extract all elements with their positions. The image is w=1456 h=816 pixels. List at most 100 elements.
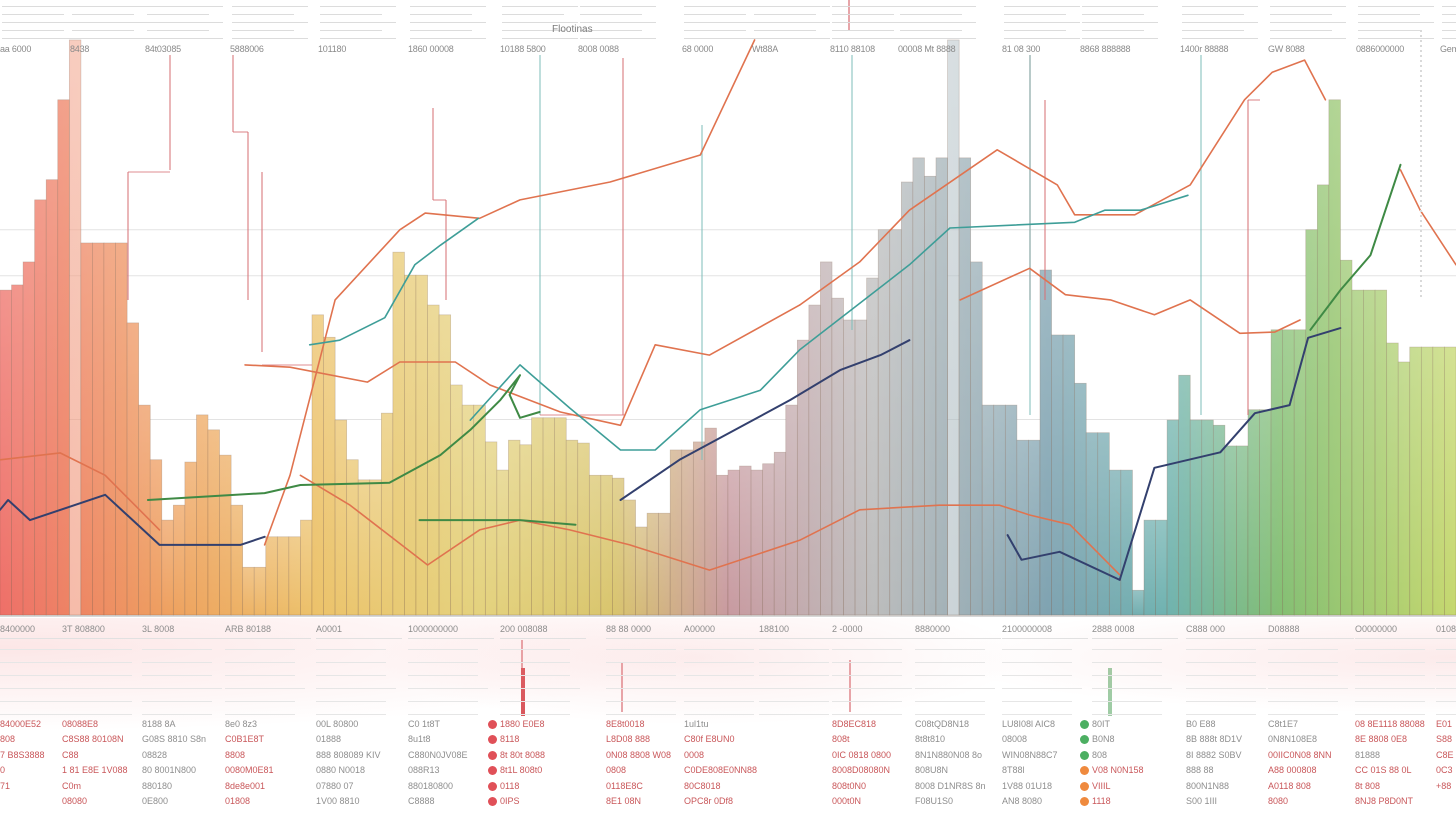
legend-row-text: C8888 <box>408 796 435 807</box>
bar-highlight <box>878 229 890 615</box>
top-mini-table <box>1182 0 1260 42</box>
top-mini-table <box>147 0 225 42</box>
legend-mini-grid <box>1436 639 1456 717</box>
top-mini-table <box>1082 0 1160 42</box>
legend-row: 880180 <box>142 779 228 794</box>
legend-row: C0 1t8T <box>408 717 494 732</box>
legend-row-text: 888 808089 KIV <box>316 749 381 760</box>
legend-row: 08 8E1118 88088 <box>1355 717 1441 732</box>
legend-row: 1880 E0E8 <box>488 717 586 732</box>
legend-row: 0808 <box>606 763 692 778</box>
legend-row: C8888 <box>408 794 494 809</box>
legend-row-text: 0IPS <box>500 796 520 807</box>
bar-highlight <box>323 337 336 615</box>
legend-column-heading: 3T 808800 <box>62 624 148 639</box>
bar-highlight <box>208 429 220 615</box>
top-mini-table <box>580 0 658 42</box>
legend-row-text: C0 1t8T <box>408 719 441 729</box>
line-green <box>146 374 541 501</box>
legend-column-heading: 2100000008 <box>1002 624 1088 639</box>
legend-row-text: 000t0N <box>832 796 862 807</box>
legend-row: 8t 80t 8088 <box>488 748 586 763</box>
legend-row: 0N08 8808 W08 <box>606 748 692 763</box>
legend-row-text: 808t0N0 <box>832 780 867 791</box>
legend-row-text: 8N1N880N08 8o <box>915 749 983 760</box>
legend-row-text: L8D08 888 <box>606 734 651 745</box>
legend-row-text: C8S88 80108N <box>62 734 124 745</box>
bar-highlight <box>358 479 370 615</box>
bar-highlight <box>416 275 428 615</box>
bar-highlight <box>1432 347 1445 615</box>
bar-highlight <box>1144 520 1156 615</box>
legend-row-text: 08088E8 <box>62 719 99 729</box>
line-orange-top <box>263 39 756 546</box>
legend-row-text: 888 88 <box>1186 765 1214 776</box>
top-column-label: 0886000000 <box>1356 44 1405 54</box>
legend-row: 8008D08080N <box>832 763 918 778</box>
legend-row: 8E 8808 0E8 <box>1355 732 1441 747</box>
top-mini-table <box>1270 0 1348 42</box>
bar-highlight <box>231 505 243 615</box>
bar-highlight <box>1236 445 1248 615</box>
legend-row: 8t1L 808t0 <box>488 763 586 778</box>
legend-row-text: C88 <box>62 749 79 760</box>
legend-row: 8I 8882 S0BV <box>1186 748 1272 763</box>
bar-highlight <box>335 420 347 615</box>
top-column-label: 84t03085 <box>145 44 181 54</box>
legend-row: 8N1N880N08 8o <box>915 748 1001 763</box>
legend-row: 0080M0E81 <box>225 763 311 778</box>
legend-row: V08 N0N158 <box>1080 763 1178 778</box>
bar-highlight <box>1398 362 1410 615</box>
bar-highlight <box>751 470 763 615</box>
legend-mini-grid <box>0 639 86 717</box>
bar-highlight <box>832 298 844 615</box>
legend-dot-icon <box>1080 766 1089 776</box>
bar-highlight <box>1352 290 1364 615</box>
bar-highlight <box>774 452 786 615</box>
legend-row: C88 <box>62 748 148 763</box>
bar-highlight <box>1271 329 1283 615</box>
legend-row: 71 <box>0 779 86 794</box>
legend-column: 3T 808800 08088E8 C8S88 80108N C88 1 81 E8E … <box>62 624 148 809</box>
legend-row-text: C0DE808E0NN88 <box>684 765 758 776</box>
top-mini-table <box>320 0 398 42</box>
bar-highlight <box>381 413 393 615</box>
bar-highlight <box>1051 334 1064 615</box>
bar-highlight <box>485 441 497 615</box>
legend-column-heading: 1000000000 <box>408 624 494 639</box>
bar-highlight <box>1120 470 1133 615</box>
bar-highlight <box>69 40 81 615</box>
legend-column-heading: 200 008088 <box>500 624 586 639</box>
legend-row: 08828 <box>142 748 228 763</box>
legend-row: 08008 <box>1002 732 1088 747</box>
bar-highlight <box>127 322 139 615</box>
bar-highlight <box>1386 343 1399 615</box>
legend-row-text: 00L 80800 <box>316 719 359 729</box>
legend-row-text: 0E800 <box>142 796 169 807</box>
legend-row-text: 8I 8882 S0BV <box>1186 749 1242 760</box>
line-orange-mid-right <box>959 267 1301 335</box>
legend-row: B0N8 <box>1080 732 1178 747</box>
legend-row: 8u1t8 <box>408 732 494 747</box>
bar-highlight <box>219 455 232 615</box>
legend-column-heading: 2 -0000 <box>832 624 918 639</box>
legend-row-text: 8e0 8z3 <box>225 719 258 729</box>
legend-row-text: 8008 D1NR8S 8n <box>915 780 986 791</box>
legend-row-text: LU8I08l AIC8 <box>1002 719 1056 729</box>
line-orange-right <box>798 59 1327 306</box>
legend-row: 07880 07 <box>316 779 402 794</box>
bar-highlight <box>647 513 659 615</box>
bar-highlight <box>1248 409 1260 615</box>
top-mini-table <box>72 0 150 42</box>
top-column-label: aa 6000 <box>0 44 32 54</box>
legend-row: A0118 808 <box>1268 779 1354 794</box>
bar-highlight <box>173 505 185 615</box>
legend-row: 888 88 <box>1186 763 1272 778</box>
legend-column-heading: D08888 <box>1268 624 1354 639</box>
legend-column-heading: O0000000 <box>1355 624 1441 639</box>
legend-row: 1V00 8810 <box>316 794 402 809</box>
legend-row-text: B0 E88 <box>1186 719 1216 729</box>
bar-highlight <box>23 261 35 615</box>
legend-dot-icon <box>488 735 497 745</box>
